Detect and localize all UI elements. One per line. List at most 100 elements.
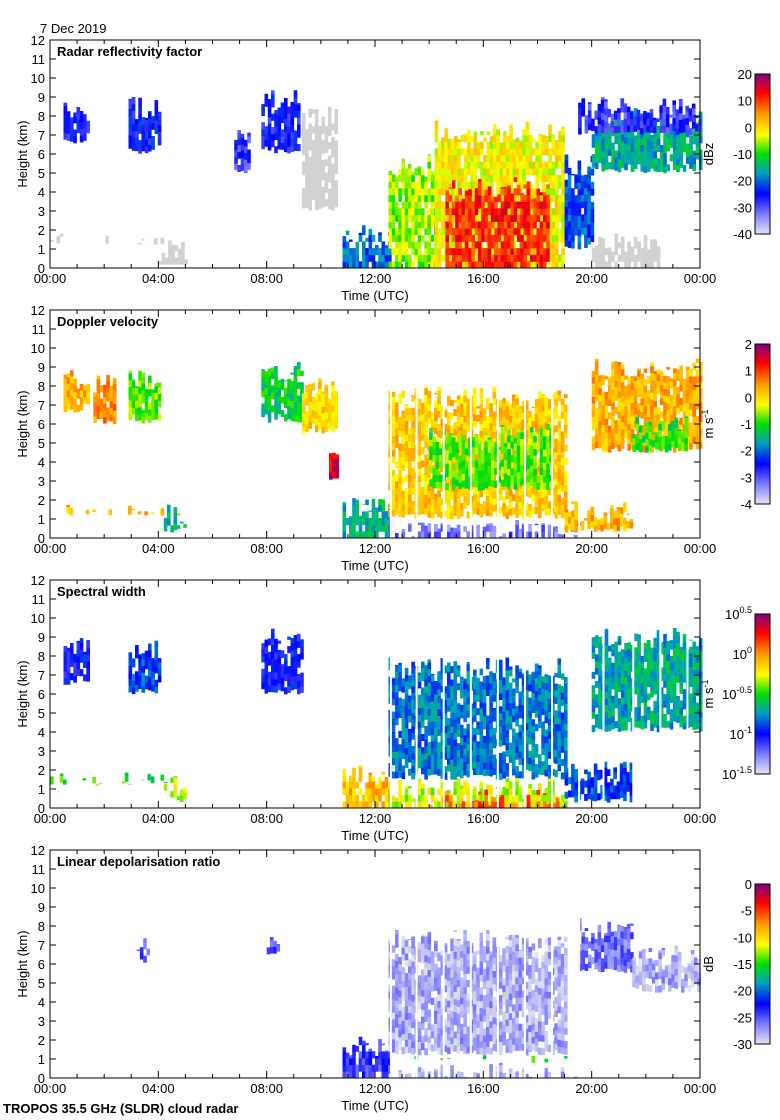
data-cell xyxy=(447,148,452,156)
data-cell xyxy=(503,479,508,487)
data-cell xyxy=(284,105,288,113)
data-cell xyxy=(548,161,552,169)
data-cell xyxy=(560,471,565,479)
data-cell xyxy=(494,248,498,256)
data-cell xyxy=(684,437,688,445)
data-cell xyxy=(274,672,278,680)
data-cell xyxy=(580,221,585,229)
data-cell xyxy=(314,116,319,124)
data-cell xyxy=(274,652,278,660)
data-cell xyxy=(280,116,285,124)
data-cell xyxy=(502,168,507,176)
data-cell xyxy=(632,444,636,452)
data-cell xyxy=(482,500,487,508)
data-cell xyxy=(395,208,399,216)
data-cell xyxy=(507,201,511,209)
data-cell xyxy=(689,148,693,156)
data-cell xyxy=(128,380,133,387)
data-cell xyxy=(391,698,396,706)
data-cell xyxy=(305,174,309,182)
data-cell xyxy=(624,254,628,262)
data-cell xyxy=(391,771,396,779)
data-cell xyxy=(610,508,614,516)
data-cell xyxy=(515,404,519,412)
data-cell xyxy=(484,221,488,229)
data-cell xyxy=(461,248,466,256)
data-cell xyxy=(520,438,524,446)
data-cell xyxy=(649,108,654,113)
data-cell xyxy=(492,484,497,492)
data-cell xyxy=(561,141,565,149)
data-cell xyxy=(541,397,545,405)
data-cell xyxy=(539,434,544,442)
data-cell xyxy=(391,456,396,464)
data-cell xyxy=(395,188,399,196)
data-cell xyxy=(590,221,595,229)
data-cell xyxy=(653,393,657,401)
data-cell xyxy=(617,158,622,166)
data-cell xyxy=(314,163,319,171)
data-cell xyxy=(429,459,433,467)
data-cell xyxy=(558,148,562,156)
data-cell xyxy=(154,666,159,674)
data-cell xyxy=(368,794,373,802)
data-cell xyxy=(526,214,531,222)
data-cell xyxy=(424,474,428,482)
data-cell xyxy=(515,261,520,269)
data-cell xyxy=(401,444,406,451)
data-cell xyxy=(522,168,526,176)
data-cell xyxy=(66,671,71,678)
data-cell xyxy=(494,214,498,222)
data-cell xyxy=(184,259,188,265)
data-cell xyxy=(82,778,87,781)
data-cell xyxy=(533,198,537,202)
data-cell xyxy=(620,134,625,142)
data-cell xyxy=(637,368,641,371)
data-cell xyxy=(432,436,436,442)
data-cell xyxy=(171,244,175,252)
data-cell xyxy=(237,138,241,146)
data-cell xyxy=(284,98,288,99)
data-cell xyxy=(408,474,412,482)
data-cell xyxy=(698,156,703,164)
data-cell xyxy=(479,490,484,498)
data-cell xyxy=(468,234,472,242)
data-cell xyxy=(591,140,596,148)
data-cell xyxy=(671,434,675,441)
data-cell xyxy=(604,101,608,109)
data-cell xyxy=(434,392,438,395)
data-cell xyxy=(620,364,625,370)
data-cell xyxy=(264,680,269,687)
data-cell xyxy=(532,161,536,169)
data-cell xyxy=(398,208,402,216)
data-cell xyxy=(591,403,596,411)
data-cell xyxy=(444,168,448,176)
data-cell xyxy=(437,208,442,216)
data-cell xyxy=(440,405,445,413)
data-cell xyxy=(128,399,133,407)
data-cell xyxy=(483,168,487,176)
data-cell xyxy=(664,436,669,440)
data-cell xyxy=(663,428,667,436)
data-cell xyxy=(646,164,651,172)
data-cell xyxy=(480,131,484,136)
data-cell xyxy=(429,466,433,474)
data-cell xyxy=(427,397,432,405)
data-cell xyxy=(629,519,634,522)
data-cell xyxy=(532,148,536,156)
data-cell xyxy=(301,141,306,149)
data-cell xyxy=(669,401,674,409)
data-cell xyxy=(451,443,456,451)
data-cell xyxy=(154,120,159,128)
data-gap xyxy=(442,310,445,538)
data-cell xyxy=(476,414,480,422)
data-cell xyxy=(616,524,621,532)
data-cell xyxy=(154,640,159,647)
data-cell xyxy=(305,398,309,406)
data-cell xyxy=(646,376,651,384)
data-cell xyxy=(623,502,627,505)
data-cell xyxy=(561,241,565,249)
data-cell xyxy=(384,776,389,782)
data-cell xyxy=(448,466,453,474)
data-cell xyxy=(601,438,605,445)
